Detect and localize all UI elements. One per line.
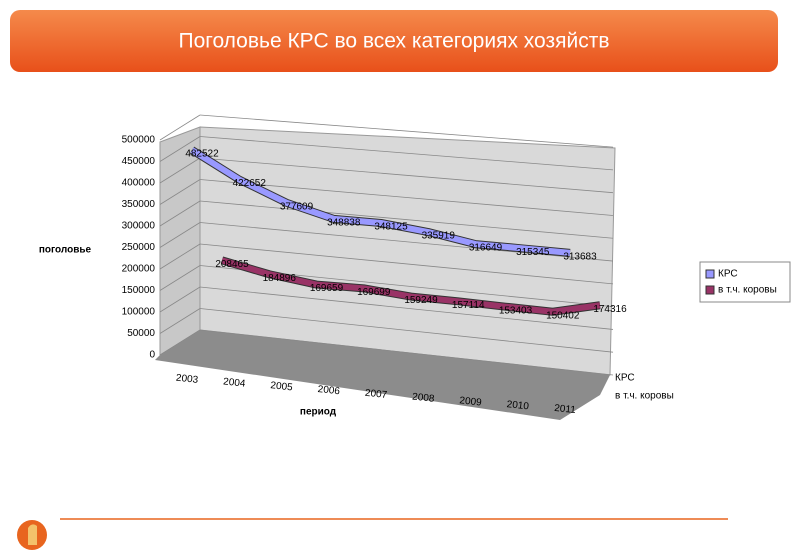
legend-label: КРС <box>718 269 738 280</box>
value-label: 315345 <box>516 247 550 258</box>
value-label: 316649 <box>469 243 503 254</box>
x-tick-label: 2006 <box>317 384 341 397</box>
value-label: 348125 <box>374 222 408 233</box>
series-line <box>221 257 601 315</box>
x-tick-label: 2011 <box>554 403 577 416</box>
value-label: 377609 <box>280 201 314 212</box>
y-tick-label: 100000 <box>122 307 156 318</box>
grid-line <box>199 308 614 353</box>
x-tick-label: 2008 <box>412 392 436 405</box>
grid-line <box>159 308 201 334</box>
value-label: 184896 <box>263 273 297 284</box>
value-label: 169699 <box>357 287 391 298</box>
legend-swatch <box>705 269 715 279</box>
y-tick-label: 50000 <box>127 328 155 339</box>
legend-swatch <box>705 285 715 295</box>
y-tick-label: 500000 <box>122 135 156 146</box>
series-line <box>190 147 571 256</box>
value-label: 348838 <box>327 218 361 229</box>
y-tick-label: 300000 <box>122 221 156 232</box>
grid-line <box>159 136 201 162</box>
grid-line <box>199 329 614 376</box>
y-tick-label: 0 <box>149 350 155 361</box>
value-label: 313683 <box>563 252 597 263</box>
value-label: 422652 <box>233 178 267 189</box>
grid-line <box>199 200 614 239</box>
grid-line <box>159 286 201 313</box>
value-label: 482522 <box>185 149 219 160</box>
grid-line <box>159 243 201 270</box>
legend <box>699 261 791 303</box>
value-label: 208465 <box>215 259 249 270</box>
y-tick-label: 350000 <box>122 199 156 210</box>
depth-label: в т.ч. коровы <box>615 391 674 402</box>
value-label: 153403 <box>499 305 533 316</box>
depth-label: КРС <box>615 373 635 384</box>
logo-mark <box>28 524 37 545</box>
x-tick-label: 2003 <box>175 373 199 386</box>
grid-line <box>199 179 614 216</box>
grid-line <box>159 114 201 141</box>
grid-line <box>199 136 614 171</box>
header-bar <box>10 10 778 72</box>
x-axis-label: период <box>300 407 337 418</box>
grid-line <box>199 114 614 148</box>
legend-label: в т.ч. коровы <box>718 285 777 296</box>
grid-line <box>199 286 614 330</box>
chart-title: Поголовье КРС во всех категориях хозяйст… <box>178 30 609 53</box>
grid-line <box>159 200 201 227</box>
x-tick-label: 2005 <box>270 380 294 393</box>
grid-line <box>199 243 614 285</box>
x-tick-label: 2007 <box>364 388 388 401</box>
x-tick-label: 2004 <box>223 376 247 389</box>
grid-line <box>159 265 201 291</box>
grid-line <box>199 157 614 194</box>
grid-line <box>199 222 614 262</box>
value-label: 157114 <box>452 300 485 311</box>
value-label: 159249 <box>404 295 438 306</box>
y-tick-label: 450000 <box>122 156 156 167</box>
y-axis-label: поголовье <box>39 245 92 256</box>
grid-line <box>159 222 201 248</box>
grid-line <box>159 157 201 184</box>
y-tick-label: 250000 <box>122 242 156 253</box>
value-label: 150402 <box>546 310 580 321</box>
y-tick-label: 400000 <box>122 178 156 189</box>
value-label: 174316 <box>593 304 627 315</box>
grid-line <box>159 179 201 205</box>
floor <box>155 330 610 420</box>
value-label: 335919 <box>422 231 456 242</box>
value-label: 169659 <box>310 283 344 294</box>
y-tick-label: 150000 <box>122 285 156 296</box>
grid-line <box>159 329 201 356</box>
y-tick-label: 200000 <box>122 264 156 275</box>
x-tick-label: 2009 <box>459 395 483 408</box>
x-tick-label: 2010 <box>506 399 530 412</box>
